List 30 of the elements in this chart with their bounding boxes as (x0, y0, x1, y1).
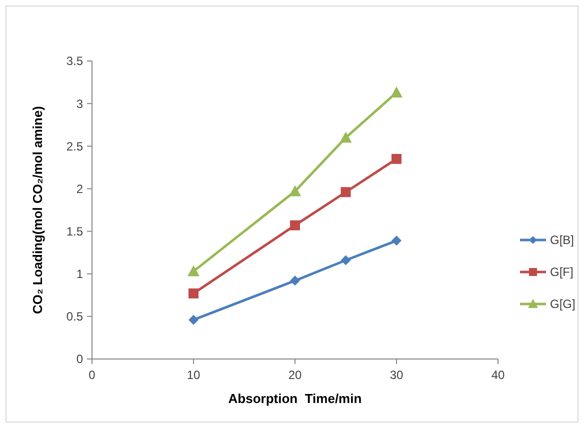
y-tick-label: 2.5 (66, 139, 84, 154)
point (290, 220, 300, 230)
point (289, 185, 301, 196)
y-tick-label: 3 (76, 96, 84, 111)
y-tick-label: 1 (76, 267, 84, 282)
point (188, 314, 198, 325)
point (340, 132, 352, 143)
point (188, 265, 200, 276)
x-tick-label: 40 (491, 368, 505, 382)
legend-label: G[G] (550, 297, 576, 312)
point (390, 86, 402, 98)
x-axis-title: Absorption Time/min (228, 391, 362, 406)
point (340, 187, 351, 198)
y-tick-label: 3.5 (66, 54, 84, 68)
point (392, 154, 402, 164)
point (290, 276, 300, 286)
x-tick-label: 10 (186, 368, 200, 382)
x-tick-label: 20 (288, 368, 302, 382)
x-tick-label: 30 (390, 368, 404, 382)
legend-label: G[F] (550, 265, 574, 280)
y-tick-label: 0.5 (66, 310, 84, 324)
y-axis-title: CO₂ Loading(mol CO₂/mol amine) (30, 106, 45, 314)
y-tick-label: 0 (76, 352, 84, 366)
point (188, 288, 198, 298)
point (340, 255, 351, 266)
y-tick-label: 2 (76, 182, 84, 196)
legend-label: G[B] (550, 233, 574, 248)
x-tick-label: 0 (88, 368, 96, 382)
y-tick-label: 1.5 (66, 224, 84, 238)
point (392, 236, 402, 246)
